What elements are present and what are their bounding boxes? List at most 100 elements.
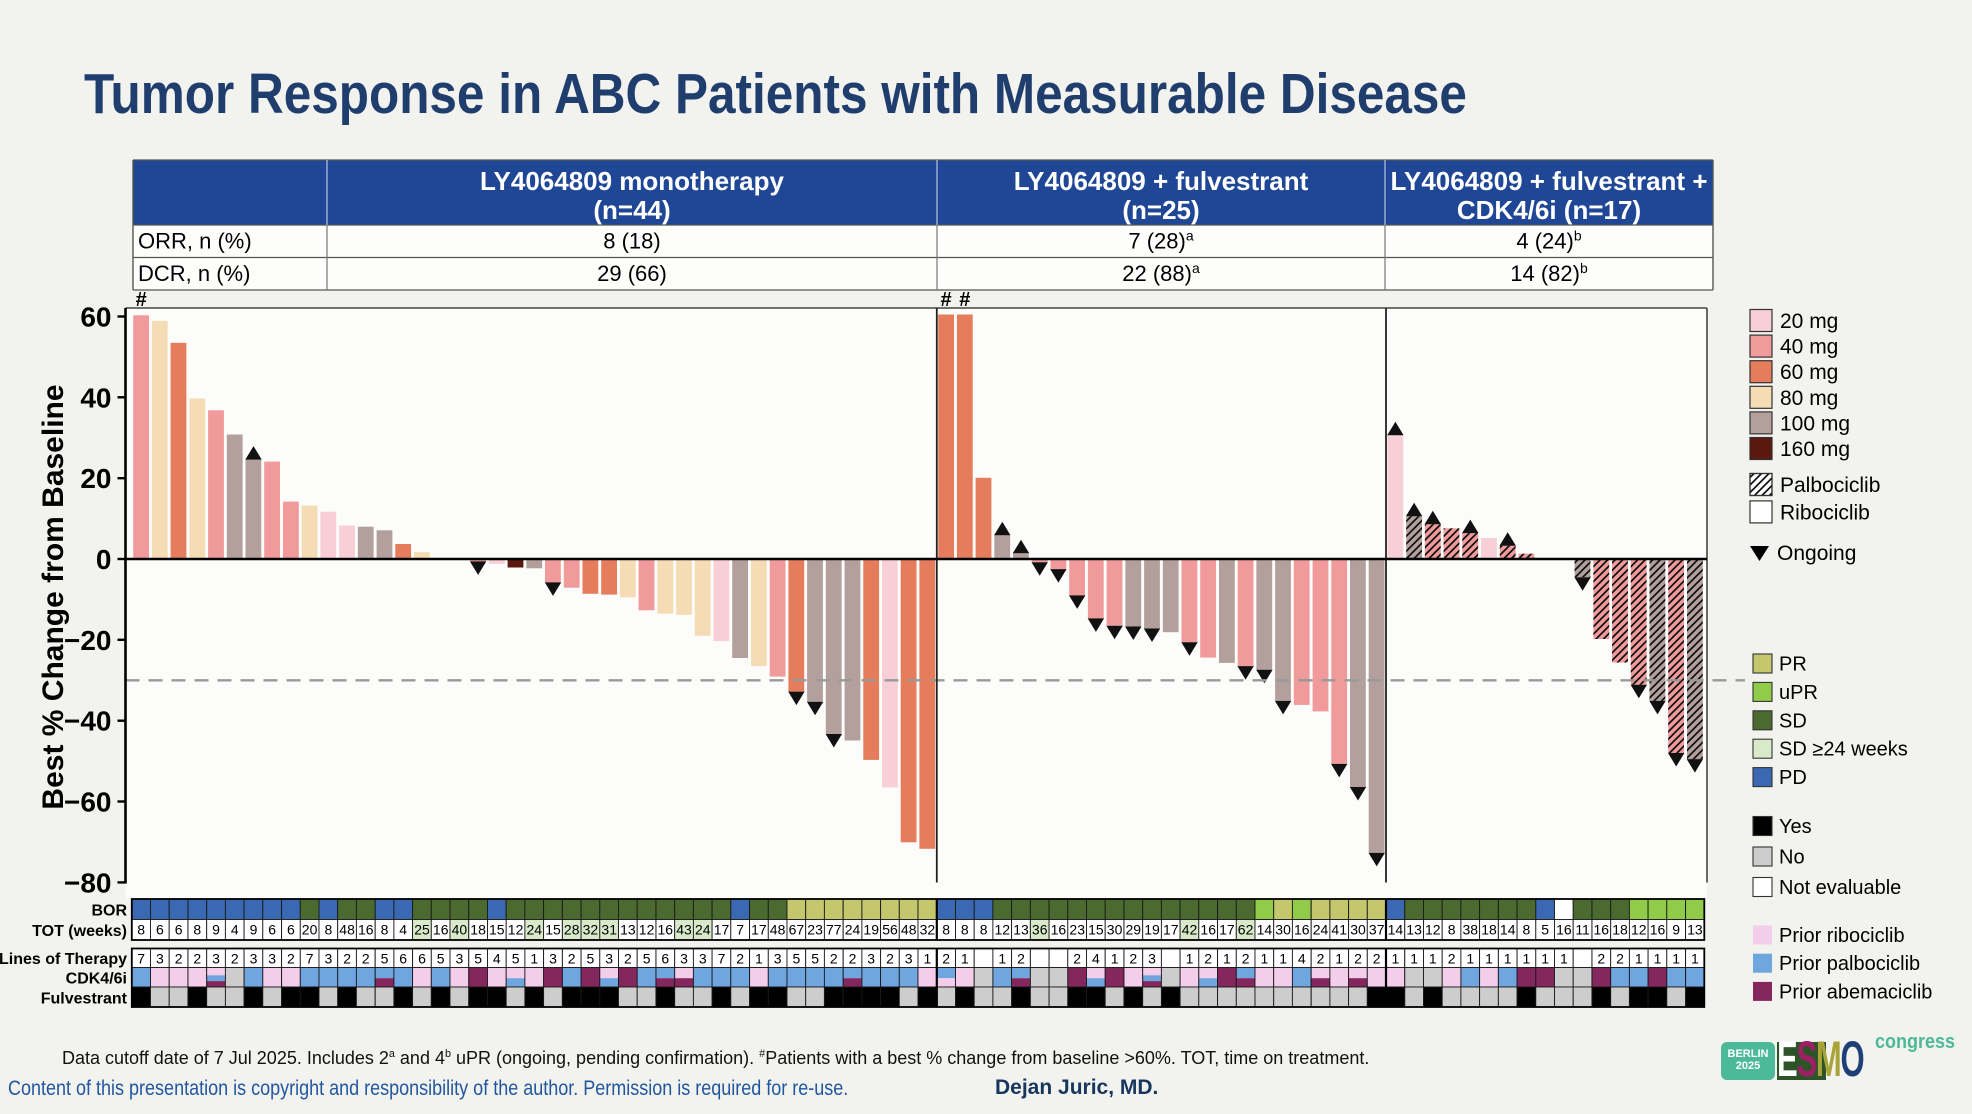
svg-text:18: 18 [1612, 922, 1628, 938]
svg-text:No: No [1779, 847, 1805, 869]
svg-text:6: 6 [156, 922, 164, 938]
svg-text:24: 24 [695, 922, 711, 938]
svg-text:29 (66): 29 (66) [597, 261, 667, 286]
svg-text:2: 2 [942, 950, 950, 966]
svg-text:1: 1 [1635, 950, 1643, 966]
svg-text:7: 7 [718, 950, 726, 966]
svg-text:CDK4/6i: CDK4/6i [66, 971, 127, 988]
svg-text:6: 6 [175, 922, 183, 938]
svg-text:1: 1 [755, 950, 763, 966]
svg-text:8: 8 [942, 922, 950, 938]
svg-text:23: 23 [807, 922, 823, 938]
svg-text:24: 24 [1313, 922, 1329, 938]
svg-text:8: 8 [325, 922, 333, 938]
svg-text:9: 9 [212, 922, 220, 938]
svg-text:32: 32 [583, 922, 599, 938]
svg-text:8: 8 [980, 922, 988, 938]
svg-text:7 (28)a: 7 (28)a [1128, 228, 1193, 254]
svg-text:3: 3 [774, 950, 782, 966]
svg-text:1: 1 [998, 950, 1006, 966]
svg-text:Palbociclib: Palbociclib [1780, 474, 1880, 497]
svg-text:2: 2 [568, 950, 576, 966]
svg-text:1: 1 [1466, 950, 1474, 966]
svg-text:16: 16 [1594, 922, 1610, 938]
svg-text:6: 6 [268, 922, 276, 938]
svg-text:17: 17 [714, 922, 730, 938]
svg-text:CDK4/6i (n=17): CDK4/6i (n=17) [1457, 195, 1641, 225]
svg-text:2: 2 [1616, 950, 1624, 966]
svg-text:2: 2 [849, 950, 857, 966]
svg-text:−80: −80 [64, 867, 112, 898]
svg-text:1: 1 [1691, 950, 1699, 966]
svg-text:25: 25 [414, 922, 430, 938]
svg-text:1: 1 [1429, 950, 1437, 966]
svg-text:2: 2 [1129, 950, 1137, 966]
svg-text:40: 40 [80, 382, 111, 413]
svg-text:60 mg: 60 mg [1780, 361, 1838, 384]
svg-text:Lines of Therapy: Lines of Therapy [0, 951, 127, 968]
svg-text:uPR: uPR [1779, 682, 1818, 704]
svg-text:15: 15 [545, 922, 561, 938]
svg-text:Prior palbociclib: Prior palbociclib [1779, 953, 1920, 975]
svg-text:2: 2 [736, 950, 744, 966]
svg-text:48: 48 [770, 922, 786, 938]
svg-text:#: # [136, 289, 147, 311]
svg-text:18: 18 [1481, 922, 1497, 938]
svg-text:5: 5 [381, 950, 389, 966]
svg-text:38: 38 [1463, 922, 1479, 938]
svg-text:8: 8 [1448, 922, 1456, 938]
svg-text:13: 13 [1406, 922, 1422, 938]
svg-text:13: 13 [620, 922, 636, 938]
svg-text:3: 3 [699, 950, 707, 966]
svg-text:6: 6 [418, 950, 426, 966]
svg-text:14: 14 [1257, 922, 1273, 938]
svg-text:2: 2 [175, 950, 183, 966]
svg-text:8: 8 [381, 922, 389, 938]
svg-text:SD ≥24 weeks: SD ≥24 weeks [1779, 739, 1908, 761]
svg-text:2: 2 [231, 950, 239, 966]
svg-text:2: 2 [1204, 950, 1212, 966]
svg-text:12: 12 [508, 922, 524, 938]
svg-text:(n=25): (n=25) [1122, 195, 1199, 225]
svg-text:2: 2 [362, 950, 370, 966]
svg-text:9: 9 [1672, 922, 1680, 938]
svg-text:100 mg: 100 mg [1780, 412, 1850, 435]
svg-text:16: 16 [1200, 922, 1216, 938]
svg-text:16: 16 [358, 922, 374, 938]
svg-text:7: 7 [736, 922, 744, 938]
svg-text:77: 77 [826, 922, 842, 938]
svg-text:6: 6 [661, 950, 669, 966]
svg-text:20: 20 [80, 463, 111, 494]
svg-text:3: 3 [549, 950, 557, 966]
svg-text:19: 19 [1144, 922, 1160, 938]
svg-text:8: 8 [193, 922, 201, 938]
svg-text:20: 20 [302, 922, 318, 938]
svg-text:5: 5 [643, 950, 651, 966]
svg-text:1: 1 [1279, 950, 1287, 966]
svg-text:40 mg: 40 mg [1780, 336, 1838, 359]
svg-text:12: 12 [995, 922, 1011, 938]
svg-text:1: 1 [1654, 950, 1662, 966]
svg-text:5: 5 [811, 950, 819, 966]
svg-text:Ongoing: Ongoing [1777, 542, 1856, 565]
svg-text:Prior ribociclib: Prior ribociclib [1779, 925, 1905, 947]
svg-text:14 (82)b: 14 (82)b [1510, 260, 1588, 286]
svg-text:37: 37 [1369, 922, 1385, 938]
svg-text:16: 16 [658, 922, 674, 938]
svg-text:1: 1 [1672, 950, 1680, 966]
svg-text:18: 18 [470, 922, 486, 938]
svg-text:LY4064809 + fulvestrant +: LY4064809 + fulvestrant + [1390, 166, 1707, 196]
svg-text:17: 17 [1219, 922, 1235, 938]
svg-text:1: 1 [1392, 950, 1400, 966]
svg-text:BOR: BOR [91, 903, 127, 920]
svg-text:11: 11 [1575, 922, 1590, 938]
svg-text:2: 2 [830, 950, 838, 966]
svg-text:22 (88)a: 22 (88)a [1122, 260, 1200, 286]
svg-text:48: 48 [339, 922, 355, 938]
svg-text:4: 4 [231, 922, 239, 938]
svg-text:LY4064809 monotherapy: LY4064809 monotherapy [480, 166, 785, 196]
svg-text:28: 28 [564, 922, 580, 938]
svg-text:Prior abemaciclib: Prior abemaciclib [1779, 981, 1932, 1003]
svg-text:16: 16 [1556, 922, 1572, 938]
svg-text:3: 3 [456, 950, 464, 966]
